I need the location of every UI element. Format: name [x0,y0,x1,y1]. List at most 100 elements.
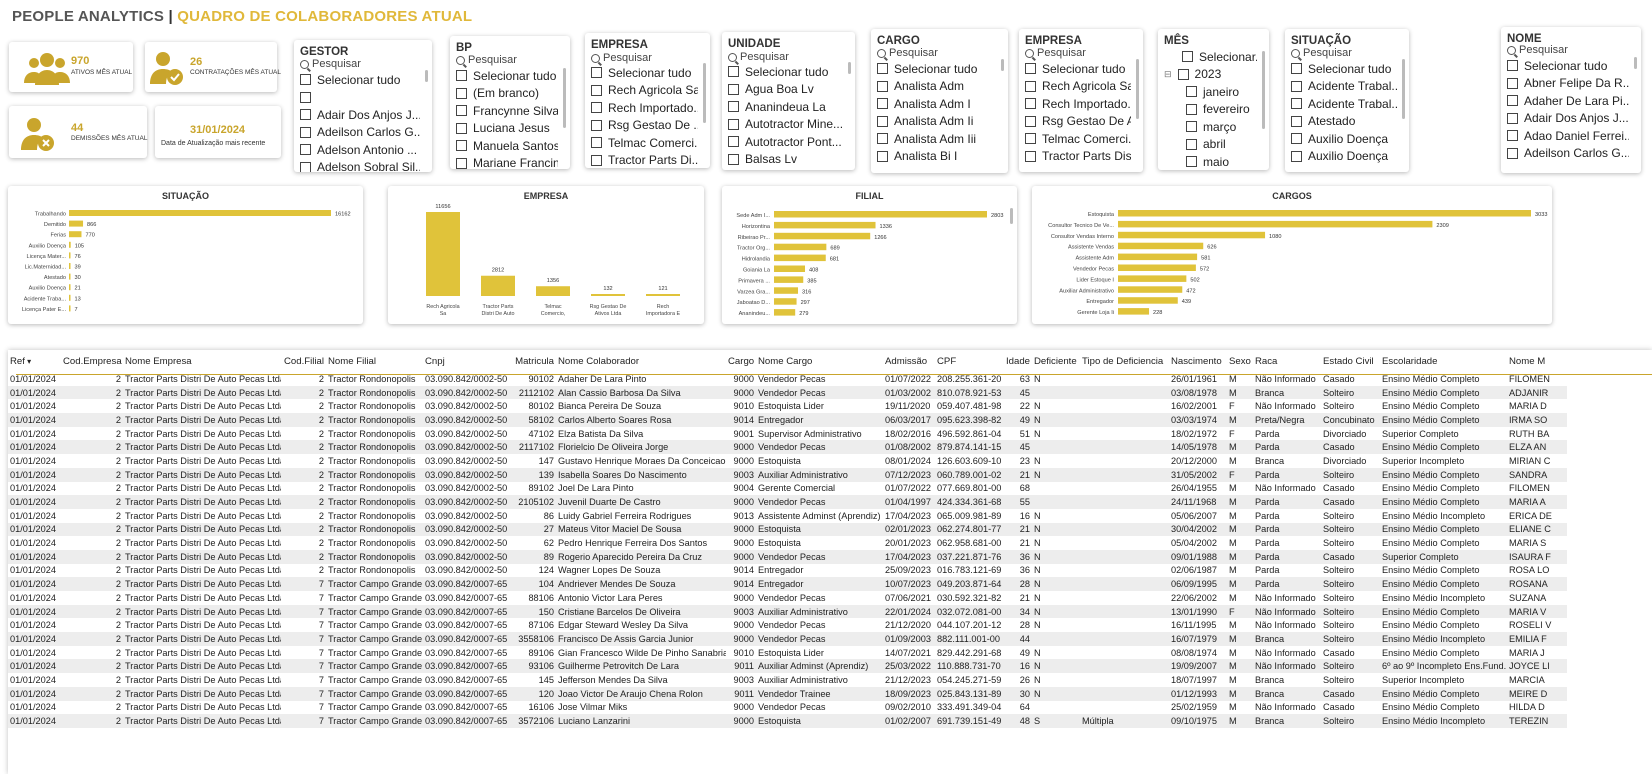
table-row[interactable]: 01/01/2024 2 Tractor Parts Distri De Auto … [8,618,1567,632]
slicer-item[interactable]: Atestado [1291,113,1397,131]
checkbox-icon[interactable] [1025,133,1036,145]
checkbox-icon[interactable] [877,98,888,110]
scrollbar[interactable] [1136,59,1139,119]
slicer-search[interactable]: Pesquisar [1291,47,1352,59]
checkbox-icon[interactable] [877,133,888,145]
slicer-search[interactable]: Pesquisar [300,58,361,70]
slicer-item[interactable]: janeiro [1164,83,1257,101]
checkbox-icon[interactable] [300,74,311,86]
scrollbar[interactable] [1010,208,1013,224]
scrollbar[interactable] [1634,57,1637,69]
slicer-item[interactable]: Rsg Gestao De ... [591,117,698,135]
checkbox-icon[interactable] [300,126,311,138]
slicer-item[interactable]: ⊟ 2023 [1164,67,1222,82]
checkbox-icon[interactable] [456,87,467,99]
slicer-item[interactable]: Adao Daniel Ferrei... [1507,127,1629,145]
slicer-item[interactable]: abril [1164,136,1257,154]
scrollbar[interactable] [703,63,706,123]
checkbox-icon[interactable] [1025,115,1036,127]
slicer-item[interactable]: fevereiro [1164,101,1257,119]
scrollbar[interactable] [848,62,851,74]
slicer-item[interactable]: Adeilson Carlos G... [1507,145,1629,163]
checkbox-icon[interactable] [300,144,311,156]
checkbox-icon[interactable] [1507,77,1518,89]
checkbox-icon[interactable] [591,84,602,96]
slicer-search[interactable]: Pesquisar [1507,44,1568,56]
table-row[interactable]: 01/01/2024 2 Tractor Parts Distri De Auto … [8,399,1567,413]
column-header[interactable]: CPF [937,355,957,367]
checkbox-icon[interactable] [1025,150,1036,162]
column-header[interactable]: Ref ▾ [10,355,32,367]
checkbox-icon[interactable] [1507,130,1518,142]
column-header[interactable]: Admissão [885,355,928,367]
slicer-item[interactable] [300,89,420,107]
checkbox-icon[interactable] [456,157,467,169]
table-row[interactable]: 01/01/2024 2 Tractor Parts Distri De Auto … [8,482,1567,496]
slicer-item[interactable]: Acidente Trabal... [1291,78,1397,96]
slicer-item[interactable]: Selecionar tudo [591,64,698,82]
table-row[interactable]: 01/01/2024 2 Tractor Parts Distri De Auto … [8,714,1567,728]
checkbox-icon[interactable] [1291,63,1302,75]
slicer-item[interactable]: Analista Bi I [877,148,996,166]
slicer-item[interactable]: maio [1164,153,1257,170]
column-header[interactable]: Cod.Filial [284,355,324,367]
table-row[interactable]: 01/01/2024 2 Tractor Parts Distri De Auto … [8,564,1567,578]
sort-descending-icon[interactable]: ▾ [24,356,32,366]
slicer-item[interactable]: Agua Boa Lv [728,81,843,99]
table-row[interactable]: 01/01/2024 2 Tractor Parts Distri De Auto … [8,646,1567,660]
checkbox-icon[interactable] [300,161,311,172]
checkbox-icon[interactable] [728,83,739,95]
checkbox-icon[interactable] [877,150,888,162]
checkbox-icon[interactable] [1186,156,1197,168]
slicer-item[interactable]: Adair Dos Anjos J... [300,106,420,124]
checkbox-icon[interactable] [1025,98,1036,110]
checkbox-icon[interactable] [1291,115,1302,127]
table-row[interactable]: 01/01/2024 2 Tractor Parts Distri De Auto … [8,385,1567,400]
slicer-item[interactable]: Auxilio Doença [1291,148,1397,166]
checkbox-icon[interactable] [1291,133,1302,145]
checkbox-icon[interactable] [456,122,467,134]
checkbox-icon[interactable] [1025,63,1036,75]
slicer-item[interactable]: Selecionar tudo [1025,60,1131,78]
table-row[interactable]: 01/01/2024 2 Tractor Parts Distri De Auto … [8,659,1567,674]
checkbox-icon[interactable] [877,115,888,127]
checkbox-icon[interactable] [728,118,739,130]
table-row[interactable]: 01/01/2024 2 Tractor Parts Distri De Auto … [8,686,1567,701]
checkbox-icon[interactable] [1186,138,1197,150]
column-header[interactable]: Idade [1005,355,1030,367]
slicer-item[interactable]: Rech Importado... [591,99,698,117]
slicer-item[interactable]: Autotractor Mine... [728,116,843,134]
slicer-item[interactable]: Abner Felipe Da R... [1507,75,1629,93]
checkbox-icon[interactable] [1291,80,1302,92]
column-header[interactable]: Nascimento [1171,355,1222,367]
slicer-item[interactable]: Rsg Gestao De A... [1025,113,1131,131]
slicer-item[interactable]: Selecionar tudo [1291,60,1397,78]
slicer-item[interactable]: Rech Agricola Sa [1025,78,1131,96]
column-header[interactable]: Matricula [515,355,554,367]
slicer-item[interactable]: Mariane Francini [456,155,558,169]
slicer-item[interactable]: Selecionar tudo [456,67,558,85]
column-header[interactable]: Nome Empresa [125,355,192,367]
slicer-item[interactable]: Francynne Silva [456,102,558,120]
slicer-item[interactable]: Manuela Santos [456,137,558,155]
slicer-search[interactable]: Pesquisar [728,51,789,63]
slicer-item[interactable]: Rech Agricola Sa [591,82,698,100]
table-row[interactable]: 01/01/2024 2 Tractor Parts Distri De Auto … [8,467,1567,482]
table-row[interactable]: 01/01/2024 2 Tractor Parts Distri De Auto … [8,536,1567,550]
column-header[interactable]: Estado Civil [1323,355,1374,367]
table-row[interactable]: 01/01/2024 2 Tractor Parts Distri De Auto … [8,413,1567,427]
checkbox-icon[interactable] [1507,112,1518,124]
table-row[interactable]: 01/01/2024 2 Tractor Parts Distri De Auto … [8,440,1567,455]
column-header[interactable]: Escolaridade [1382,355,1438,367]
table-row[interactable]: 01/01/2024 2 Tractor Parts Distri De Auto … [8,591,1567,605]
slicer-item[interactable]: Balsas Lv [728,151,843,169]
slicer-item[interactable]: Tractor Parts Dis... [1025,148,1131,166]
slicer-search[interactable]: Pesquisar [456,54,517,66]
slicer-item[interactable]: março [1164,118,1257,136]
column-header[interactable]: Nome Colaborador [558,355,640,367]
table-row[interactable]: 01/01/2024 2 Tractor Parts Distri De Auto … [8,604,1567,619]
column-header[interactable]: Deficiente [1034,355,1077,367]
checkbox-icon[interactable] [1182,51,1193,63]
slicer-item[interactable]: Selecionar tudo [300,71,420,89]
checkbox-icon[interactable] [1186,103,1197,115]
